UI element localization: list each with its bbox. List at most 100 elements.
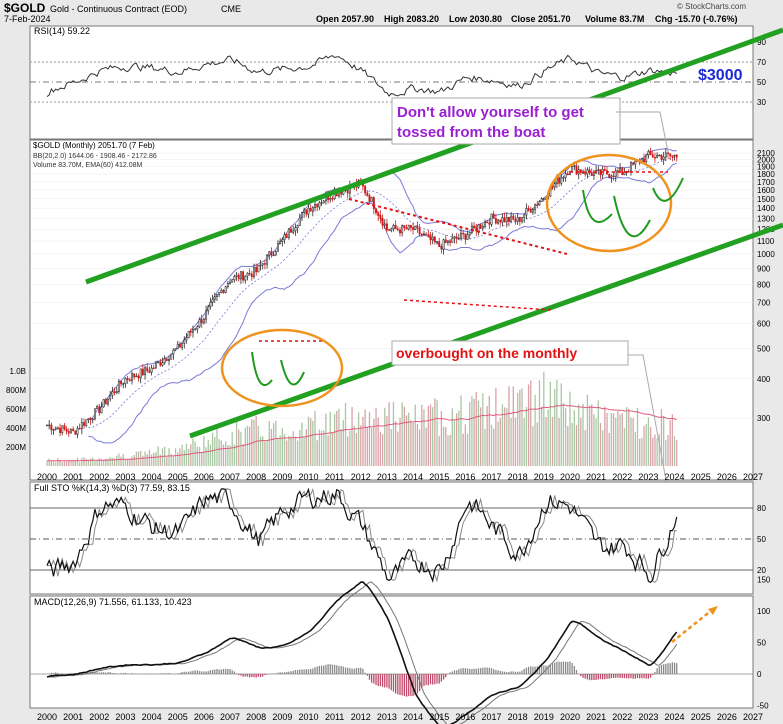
volume-bar [667, 434, 669, 466]
macd-hist-bar [608, 674, 610, 679]
macd-hist-bar [227, 668, 229, 674]
macd-hist-bar [375, 674, 377, 685]
candle-body [331, 198, 334, 200]
volume-bar [46, 460, 48, 466]
volume-bar [55, 462, 57, 466]
volume-bar [52, 461, 55, 466]
sto-axis: 80 50 20 [757, 504, 766, 575]
candle-body [394, 225, 397, 230]
macd-histogram [48, 661, 678, 697]
macd-hist-bar [540, 665, 543, 674]
volume-bar [584, 430, 586, 466]
volume-bar [89, 458, 92, 466]
macd-hist-bar [632, 674, 634, 679]
candle-body [63, 425, 66, 430]
volume-bar [233, 444, 236, 466]
macd-hist-bar [83, 672, 85, 674]
x-tick-label: 2023 [638, 712, 658, 722]
candle-body [440, 246, 443, 250]
volume-bar [429, 404, 432, 466]
candle-body [553, 183, 556, 188]
volume-bar [203, 436, 205, 466]
candle-body [420, 233, 423, 236]
x-tick-label: 2003 [115, 472, 135, 482]
chart-date: 7-Feb-2024 [4, 14, 51, 24]
macd-hist-bar [584, 674, 586, 679]
candle-body [263, 263, 266, 265]
macd-hist-bar [442, 674, 445, 680]
volume-bar [126, 459, 129, 466]
volume-bar [196, 446, 199, 466]
volume-bar [340, 429, 342, 466]
macd-hist-bar [248, 674, 251, 678]
volume-bar [268, 420, 270, 466]
volume-bar [113, 458, 116, 466]
macd-hist-bar [116, 673, 118, 674]
macd-hist-bar [187, 671, 190, 674]
candle-body [492, 213, 495, 219]
volume-bar [597, 400, 599, 466]
candle-body [198, 319, 201, 328]
x-tick-label: 2013 [377, 472, 397, 482]
upper-channel-line [85, 27, 783, 285]
candle-body [224, 286, 227, 293]
volume-bar [177, 452, 179, 466]
candle-body [316, 203, 319, 208]
macd-hist-bar [558, 661, 560, 674]
volume-bar [229, 445, 231, 466]
candle-body [87, 418, 90, 421]
candle-body [192, 329, 194, 333]
ohlc-volume: Volume 83.7M [585, 14, 644, 24]
candle-body [314, 203, 316, 208]
cup-curve-2008-b [280, 359, 305, 386]
macd-hist-bar [588, 674, 591, 681]
macd-hist-bar [630, 674, 632, 679]
exchange: CME [221, 4, 241, 14]
macd-hist-bar [336, 665, 338, 674]
volume-bar [327, 435, 329, 466]
price-tick-label: 600 [757, 320, 771, 329]
macd-hist-bar [194, 670, 196, 674]
x-tick-label: 2008 [246, 712, 266, 722]
volume-bar [536, 422, 538, 466]
macd-hist-bar [338, 666, 340, 674]
volume-bar [48, 458, 50, 466]
candle-body [531, 209, 534, 213]
macd-hist-bar [168, 673, 170, 674]
volume-bar [410, 420, 412, 466]
volume-bar [479, 407, 482, 466]
candle-body [538, 201, 541, 206]
volume-bar [74, 461, 76, 466]
candle-body [165, 358, 168, 361]
cup-handle-oval-2021 [545, 153, 673, 253]
candle-body [436, 241, 438, 243]
macd-hist-bar [575, 669, 578, 674]
macd-hist-bar [94, 671, 96, 674]
callout-box-mid [391, 340, 629, 366]
volume-bar [174, 448, 177, 466]
candle-body [270, 251, 273, 256]
macd-tick-label: 50 [757, 639, 766, 648]
candle-body [235, 274, 238, 277]
macd-hist-bar [623, 674, 626, 679]
candle-body [490, 213, 493, 225]
x-tick-label: 2000 [37, 472, 57, 482]
candle-body [455, 236, 458, 239]
volume-bar [432, 407, 434, 466]
candle-body [294, 227, 297, 232]
volume-bar [588, 405, 591, 466]
candle-body [501, 217, 504, 223]
candle-body [239, 271, 242, 280]
volume-bar [641, 437, 643, 466]
macd-hist-bar [649, 674, 652, 678]
candle-body [222, 289, 225, 293]
volume-bar [517, 392, 519, 466]
volume-bar [530, 380, 532, 466]
volume-bar [630, 417, 632, 466]
price-tick-label: 1000 [757, 250, 775, 259]
x-tick-label: 2016 [455, 472, 475, 482]
volume-bar [676, 440, 678, 466]
price-tick-label: 1400 [757, 204, 775, 213]
candle-body [658, 154, 661, 157]
candle-body [176, 343, 179, 349]
